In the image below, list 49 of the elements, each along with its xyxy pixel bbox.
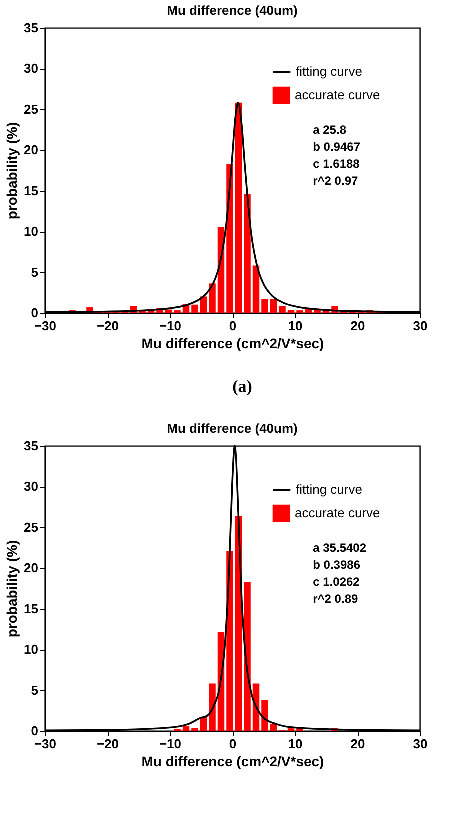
x-tick-label: −10 (159, 736, 182, 752)
text: (a) (232, 377, 252, 396)
legend-label: accurate curve (295, 88, 380, 102)
y-tick-label: 0 (31, 724, 38, 738)
annotation: a 25.8 (313, 122, 347, 137)
y-tick-label: 35 (24, 438, 38, 454)
x-tick-label: 10 (288, 318, 303, 334)
x-tick-label: 30 (413, 736, 428, 752)
y-tick-label: 5 (31, 264, 38, 280)
chart-title: Mu difference (40um) (167, 3, 298, 18)
legend-label: fitting curve (296, 64, 362, 79)
x-tick-label: −10 (159, 318, 182, 334)
legend-label: accurate curve (295, 506, 380, 520)
legend-label: fitting curve (296, 482, 362, 497)
x-tick-label: −20 (96, 736, 120, 752)
x-tick-label: −20 (96, 318, 120, 334)
y-tick-label: 5 (31, 682, 38, 698)
annotation: a 35.5402 (313, 540, 367, 555)
x-axis-title: Mu difference (cm^2/V*sec) (142, 336, 324, 352)
x-tick-label: 10 (288, 736, 303, 752)
annotation: r^2 0.89 (313, 592, 358, 606)
annotation: c 1.6188 (313, 156, 360, 171)
x-tick-label: 0 (229, 736, 237, 752)
x-tick-label: 0 (229, 318, 237, 334)
y-tick-label: 20 (24, 560, 38, 576)
x-tick-label: 20 (350, 318, 366, 334)
y-tick-label: 35 (24, 20, 38, 36)
x-tick-label: −30 (34, 736, 57, 752)
y-axis-title: probability (%) (4, 540, 20, 638)
chart-title: Mu difference (40um) (167, 421, 298, 436)
y-tick-label: 30 (24, 479, 38, 494)
y-tick-label: 25 (24, 102, 38, 117)
annotation: b 0.9467 (313, 140, 361, 154)
y-tick-label: 15 (24, 183, 38, 198)
y-tick-label: 25 (24, 520, 38, 535)
y-axis-title: probability (%) (4, 122, 20, 220)
x-tick-label: −30 (34, 318, 57, 334)
annotation: b 0.3986 (313, 558, 361, 572)
annotation: r^2 0.97 (313, 174, 358, 188)
x-tick-label: 20 (350, 736, 366, 752)
x-tick-label: 30 (413, 318, 428, 334)
x-axis-title: Mu difference (cm^2/V*sec) (142, 754, 324, 770)
y-tick-label: 30 (24, 61, 38, 76)
y-tick-label: 15 (24, 601, 38, 616)
y-tick-label: 10 (24, 224, 38, 240)
annotation: c 1.0262 (313, 574, 360, 589)
y-tick-label: 0 (31, 306, 38, 320)
y-tick-label: 20 (24, 142, 38, 158)
y-tick-label: 10 (24, 642, 38, 658)
